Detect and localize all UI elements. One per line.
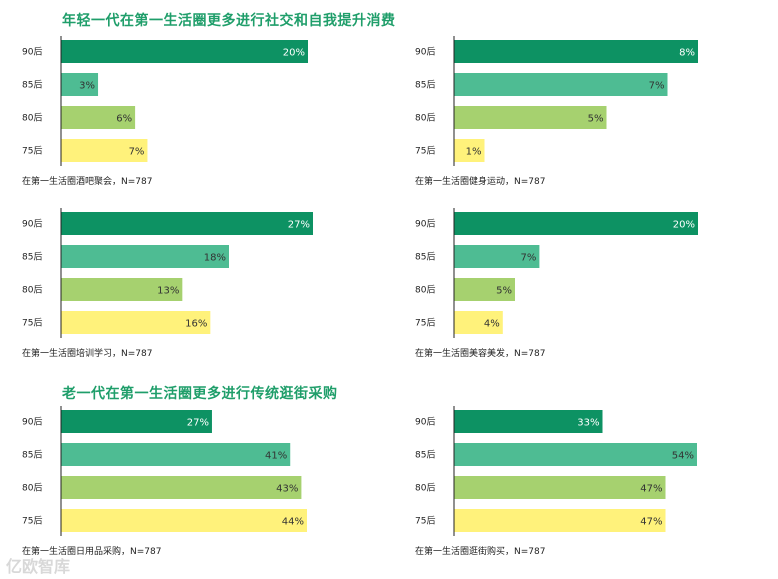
category-label: 90后 xyxy=(22,219,42,230)
category-label: 75后 xyxy=(22,318,42,329)
value-label: 43% xyxy=(276,484,298,495)
bar xyxy=(454,212,698,235)
category-label: 85后 xyxy=(415,252,435,263)
bar xyxy=(454,106,607,129)
value-label: 7% xyxy=(129,147,145,158)
chart-caption: 在第一生活圈酒吧聚会，N=787 xyxy=(22,177,153,187)
value-label: 33% xyxy=(577,418,599,429)
category-label: 85后 xyxy=(415,450,435,461)
value-label: 5% xyxy=(588,114,604,125)
value-label: 7% xyxy=(521,253,537,264)
watermark-logo: 亿欧智库 xyxy=(6,557,71,576)
bar-chart-svg: 90后 33% 85后 54% 80后 47% 75后 47% xyxy=(415,406,697,536)
category-label: 75后 xyxy=(22,516,42,527)
chart-caption: 在第一生活圈培训学习，N=787 xyxy=(22,349,153,359)
chart-fitness: 90后 8% 85后 7% 80后 5% 75后 1% 在第一生活圈健身运动，N=787 xyxy=(413,36,778,196)
value-label: 47% xyxy=(640,517,662,528)
bar-chart-svg: 90后 20% 85后 7% 80后 5% 75后 4% xyxy=(415,208,698,338)
bar xyxy=(454,139,485,162)
bar xyxy=(61,509,307,532)
category-label: 75后 xyxy=(415,516,435,527)
category-label: 90后 xyxy=(22,417,42,428)
category-label: 90后 xyxy=(415,219,435,230)
chart-bar-gathering: 90后 20% 85后 3% 80后 6% 75后 7% 在第一生活圈酒吧聚会，N=787 xyxy=(20,36,400,196)
bar-chart-svg: 90后 27% 85后 18% 80后 13% 75后 16% xyxy=(22,208,313,338)
bar xyxy=(61,443,291,466)
chart-beauty: 90后 20% 85后 7% 80后 5% 75后 4% 在第一生活圈美容美发，N=787 xyxy=(413,208,778,368)
value-label: 27% xyxy=(288,220,310,231)
bar xyxy=(61,278,183,301)
bar xyxy=(454,443,697,466)
value-label: 7% xyxy=(649,81,665,92)
category-label: 85后 xyxy=(22,450,42,461)
category-label: 75后 xyxy=(22,146,42,157)
value-label: 20% xyxy=(673,220,695,231)
bar xyxy=(454,410,603,433)
chart-shopping: 90后 33% 85后 54% 80后 47% 75后 47% 在第一生活圈逛街购买，N=78… xyxy=(413,406,778,566)
value-label: 41% xyxy=(265,451,287,462)
section-title-young: 年轻一代在第一生活圈更多进行社交和自我提升消费 xyxy=(62,13,396,29)
value-label: 6% xyxy=(116,114,132,125)
section-title-old: 老一代在第一生活圈更多进行传统逛街采购 xyxy=(62,386,338,402)
category-label: 80后 xyxy=(415,285,435,296)
category-label: 75后 xyxy=(415,318,435,329)
value-label: 47% xyxy=(640,484,662,495)
bar-chart-svg: 90后 8% 85后 7% 80后 5% 75后 1% xyxy=(415,36,698,166)
value-label: 54% xyxy=(672,451,694,462)
chart-caption: 在第一生活圈日用品采购，N=787 xyxy=(22,547,162,557)
category-label: 85后 xyxy=(22,80,42,91)
chart-training: 90后 27% 85后 18% 80后 13% 75后 16% 在第一生活圈培训学习，N=78… xyxy=(20,208,400,368)
bar xyxy=(61,40,308,63)
category-label: 90后 xyxy=(415,47,435,58)
bar xyxy=(61,212,313,235)
bar xyxy=(454,278,515,301)
bar xyxy=(454,311,503,334)
value-label: 20% xyxy=(283,48,305,59)
bar xyxy=(61,476,302,499)
bar xyxy=(454,476,666,499)
value-label: 16% xyxy=(185,319,207,330)
bar xyxy=(61,410,212,433)
chart-caption: 在第一生活圈健身运动，N=787 xyxy=(415,177,546,187)
bar xyxy=(454,40,698,63)
bar xyxy=(61,139,148,162)
value-label: 5% xyxy=(496,286,512,297)
value-label: 18% xyxy=(204,253,226,264)
category-label: 80后 xyxy=(22,483,42,494)
category-label: 80后 xyxy=(22,285,42,296)
bar xyxy=(61,106,136,129)
category-label: 90后 xyxy=(415,417,435,428)
chart-daily-goods: 90后 27% 85后 41% 80后 43% 75后 44% 在第一生活圈日用品采购，N=7… xyxy=(20,406,400,566)
bar-chart-svg: 90后 20% 85后 3% 80后 6% 75后 7% xyxy=(22,36,308,166)
bar xyxy=(454,509,666,532)
category-label: 80后 xyxy=(415,113,435,124)
category-label: 85后 xyxy=(415,80,435,91)
bar xyxy=(454,73,668,96)
value-label: 27% xyxy=(187,418,209,429)
category-label: 80后 xyxy=(22,113,42,124)
chart-caption: 在第一生活圈逛街购买，N=787 xyxy=(415,547,546,557)
bar xyxy=(61,311,211,334)
bar-chart-svg: 90后 27% 85后 41% 80后 43% 75后 44% xyxy=(22,406,307,536)
value-label: 1% xyxy=(466,147,482,158)
value-label: 13% xyxy=(157,286,179,297)
bar xyxy=(454,245,540,268)
value-label: 4% xyxy=(484,319,500,330)
value-label: 3% xyxy=(79,81,95,92)
value-label: 44% xyxy=(282,517,304,528)
bar xyxy=(61,73,99,96)
value-label: 8% xyxy=(679,48,695,59)
bar xyxy=(61,245,229,268)
chart-caption: 在第一生活圈美容美发，N=787 xyxy=(415,349,546,359)
category-label: 80后 xyxy=(415,483,435,494)
category-label: 90后 xyxy=(22,47,42,58)
category-label: 75后 xyxy=(415,146,435,157)
category-label: 85后 xyxy=(22,252,42,263)
